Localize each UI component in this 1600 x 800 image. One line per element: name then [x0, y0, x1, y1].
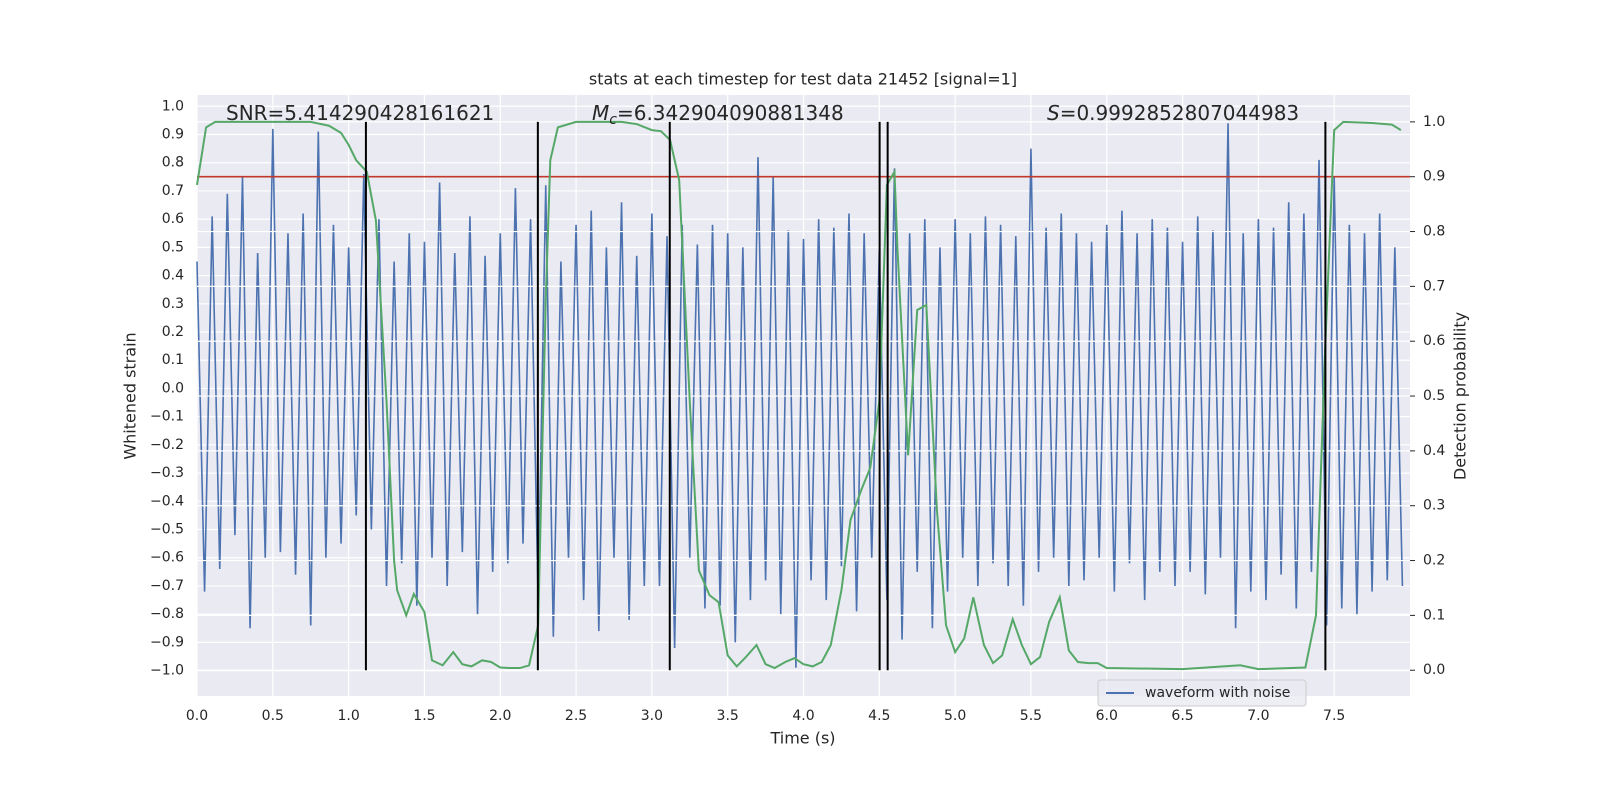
x-tick-label: 7.5 — [1323, 708, 1345, 724]
waveform-line — [196, 123, 1404, 668]
x-tick-label: 5.0 — [944, 708, 966, 724]
x-tick-label: 1.0 — [337, 708, 359, 724]
y-tick-label: 0.2 — [162, 324, 184, 340]
x-tick-label: 2.5 — [565, 708, 587, 724]
y-tick-label: −0.2 — [150, 437, 184, 453]
y-tick-label: 0.8 — [162, 155, 184, 171]
y-tick-label: 0.7 — [162, 183, 184, 199]
y-tick-label: −0.3 — [150, 465, 184, 481]
y-tick-label: −1.0 — [150, 663, 184, 679]
y2-tick-label: 0.7 — [1423, 278, 1445, 294]
x-tick-label: 4.0 — [792, 708, 814, 724]
x-tick-label: 3.0 — [641, 708, 663, 724]
y2-tick-label: 0.2 — [1423, 553, 1445, 569]
y-tick-label: 0.9 — [162, 127, 184, 143]
annotation-text: =0.9992852807044983 — [1060, 101, 1299, 125]
y2-tick-label: 0.1 — [1423, 607, 1445, 623]
x-tick-label: 6.0 — [1096, 708, 1118, 724]
x-tick-label: 3.5 — [717, 708, 739, 724]
y-tick-label: −0.6 — [150, 550, 184, 566]
x-tick-label: 7.0 — [1247, 708, 1269, 724]
x-tick-label: 0.0 — [186, 708, 208, 724]
annotation: SNR=5.414290428161621 — [226, 101, 494, 125]
x-tick-label: 4.5 — [868, 708, 890, 724]
probability-line — [196, 120, 1402, 671]
x-tick-label: 0.5 — [262, 708, 284, 724]
y-tick-label: 0.3 — [162, 296, 184, 312]
annotation-text: =6.342904090881348 — [617, 101, 844, 125]
y-tick-label: −0.8 — [150, 606, 184, 622]
y-tick-label: −0.1 — [150, 409, 184, 425]
annotation: Mc=6.342904090881348 — [592, 101, 844, 129]
annotation: S=0.9992852807044983 — [1047, 101, 1299, 125]
y-axis-label: Whitened strain — [121, 332, 140, 459]
chart-title: stats at each timestep for test data 214… — [589, 70, 1017, 89]
y-tick-label: 1.0 — [162, 98, 184, 114]
x-tick-label: 1.5 — [413, 708, 435, 724]
y2-tick-label: 0.3 — [1423, 498, 1445, 514]
y-tick-label: −0.7 — [150, 578, 184, 594]
y-tick-label: −0.5 — [150, 522, 184, 538]
annotation-symbol: M — [592, 101, 609, 125]
y2-tick-label: 0.5 — [1423, 388, 1445, 404]
x-tick-label: 2.0 — [489, 708, 511, 724]
y-tick-label: −0.4 — [150, 493, 184, 509]
y-tick-label: 0.0 — [162, 380, 184, 396]
annotation-symbol: S — [1047, 101, 1060, 125]
y2-tick-label: 0.0 — [1423, 662, 1445, 678]
x-tick-label: 5.5 — [1020, 708, 1042, 724]
y-tick-label: 0.4 — [162, 268, 184, 284]
y2-tick-label: 0.9 — [1423, 169, 1445, 185]
legend-box — [1097, 679, 1307, 707]
x-tick-label: 6.5 — [1171, 708, 1193, 724]
y2-tick-label: 0.6 — [1423, 333, 1445, 349]
annotation-subscript: c — [609, 112, 617, 128]
y2-tick-label: 1.0 — [1423, 114, 1445, 130]
legend-label: waveform with noise — [1145, 685, 1290, 701]
x-axis-label: Time (s) — [769, 729, 835, 748]
y-tick-label: 0.1 — [162, 352, 184, 368]
y2-axis-label: Detection probability — [1451, 312, 1470, 480]
y-tick-label: −0.9 — [150, 634, 184, 650]
annotation-text: SNR=5.414290428161621 — [226, 101, 494, 125]
y-tick-label: 0.6 — [162, 211, 184, 227]
y2-tick-label: 0.8 — [1423, 224, 1445, 240]
y2-tick-label: 0.4 — [1423, 443, 1445, 459]
y-tick-label: 0.5 — [162, 239, 184, 255]
